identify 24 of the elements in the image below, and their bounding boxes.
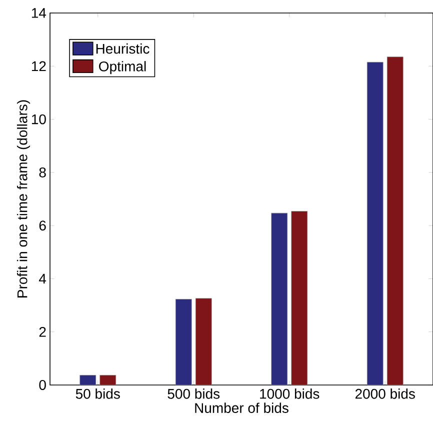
bar (291, 211, 308, 385)
y-tick-label: 2 (39, 326, 46, 337)
y-axis-title: Profit in one time frame (dollars) (16, 100, 30, 298)
y-tick-label: 8 (39, 167, 46, 178)
y-tick-label: 4 (38, 274, 46, 284)
y-tick-label: 10 (32, 114, 46, 124)
legend-label: Heuristic (96, 43, 150, 54)
x-axis-title: Number of bids (195, 402, 288, 413)
x-tick-label: 500 bids (168, 388, 220, 399)
y-tick-label: 0 (39, 380, 46, 390)
bar (386, 56, 404, 385)
y-tick-label: 12 (32, 61, 46, 72)
bar (366, 62, 384, 385)
y-tick-label: 14 (32, 8, 46, 18)
bar (175, 298, 192, 385)
x-tick-label: 2000 bids (355, 388, 415, 399)
x-tick-label: 1000 bids (260, 388, 320, 399)
legend-label: Optimal (99, 61, 146, 74)
bar (195, 298, 212, 385)
bar (271, 212, 288, 385)
y-tick-label: 6 (39, 220, 46, 231)
x-tick-label: 50 bids (76, 388, 120, 399)
bar (100, 374, 116, 385)
bar (80, 374, 96, 385)
